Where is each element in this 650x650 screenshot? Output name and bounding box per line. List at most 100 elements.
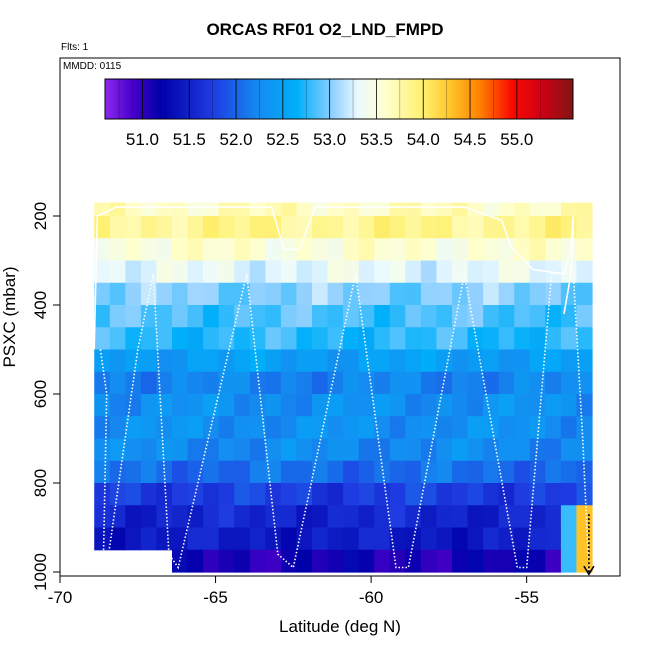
heatmap-cell bbox=[576, 260, 593, 284]
heatmap-cell bbox=[265, 416, 282, 440]
heatmap-cell bbox=[420, 483, 438, 506]
heatmap-cell bbox=[203, 527, 220, 551]
heatmap-cell bbox=[358, 305, 375, 328]
heatmap-cell bbox=[436, 527, 453, 551]
heatmap-cell bbox=[140, 305, 158, 328]
heatmap-cell bbox=[374, 483, 391, 506]
heatmap-cell bbox=[343, 460, 360, 484]
heatmap-cell bbox=[452, 483, 469, 506]
heatmap-cell bbox=[545, 327, 562, 351]
heatmap-cell bbox=[467, 305, 484, 328]
heatmap-cell bbox=[312, 202, 329, 217]
heatmap-cell bbox=[140, 460, 158, 484]
heatmap-cell bbox=[405, 394, 422, 417]
heatmap-cell bbox=[94, 260, 111, 284]
heatmap-cell bbox=[436, 483, 453, 506]
heatmap-cell bbox=[436, 438, 453, 462]
heatmap-cell bbox=[467, 549, 484, 573]
heatmap-cell bbox=[483, 327, 500, 351]
heatmap-cell bbox=[94, 483, 111, 506]
heatmap-cell bbox=[234, 282, 251, 306]
heatmap-cell bbox=[576, 505, 593, 529]
heatmap-cell bbox=[94, 202, 111, 217]
heatmap-cell bbox=[545, 349, 562, 373]
heatmap-cell bbox=[343, 483, 360, 506]
heatmap-cell bbox=[172, 305, 189, 328]
heatmap-cell bbox=[405, 460, 422, 484]
heatmap-cell bbox=[312, 327, 329, 351]
heatmap-cell bbox=[234, 483, 251, 506]
heatmap-cell bbox=[420, 238, 438, 262]
heatmap-cell bbox=[280, 371, 298, 395]
heatmap-cell bbox=[218, 527, 235, 551]
heatmap-cell bbox=[514, 371, 531, 395]
heatmap-cell bbox=[203, 394, 220, 417]
heatmap-cell bbox=[140, 282, 158, 306]
heatmap-cell bbox=[374, 505, 391, 529]
heatmap-cell bbox=[172, 394, 189, 417]
heatmap-cell bbox=[374, 349, 391, 373]
heatmap-cell bbox=[125, 460, 142, 484]
heatmap-cell bbox=[203, 305, 220, 328]
heatmap-cell bbox=[374, 460, 391, 484]
heatmap-cell bbox=[265, 260, 282, 284]
heatmap-cell bbox=[280, 394, 298, 417]
heatmap-cell bbox=[172, 202, 189, 217]
heatmap-cell bbox=[358, 416, 375, 440]
heatmap-cell bbox=[140, 505, 158, 529]
heatmap-cell bbox=[498, 349, 515, 373]
heatmap-cell bbox=[312, 549, 329, 573]
heatmap-cell bbox=[312, 505, 329, 529]
heatmap-cell bbox=[187, 483, 204, 506]
heatmap-cell bbox=[374, 238, 391, 262]
colorbar-tick-lines bbox=[118, 79, 541, 119]
heatmap-cell bbox=[529, 216, 546, 239]
heatmap-cell bbox=[498, 527, 515, 551]
heatmap-cell bbox=[560, 260, 578, 284]
heatmap-cell bbox=[109, 202, 126, 217]
heatmap-cell bbox=[405, 327, 422, 351]
heatmap-cell bbox=[172, 483, 189, 506]
heatmap-cell bbox=[280, 349, 298, 373]
heatmap-cell bbox=[483, 527, 500, 551]
heatmap-cell bbox=[156, 483, 173, 506]
heatmap-cell bbox=[358, 460, 375, 484]
heatmap-cell bbox=[436, 394, 453, 417]
heatmap-cell bbox=[125, 371, 142, 395]
heatmap-cell bbox=[249, 460, 266, 484]
heatmap-cell bbox=[265, 527, 282, 551]
heatmap-cell bbox=[545, 305, 562, 328]
heatmap-cell bbox=[545, 549, 562, 573]
heatmap-cell bbox=[249, 238, 266, 262]
heatmap-cell bbox=[358, 349, 375, 373]
heatmap-cell bbox=[203, 460, 220, 484]
heatmap-cell bbox=[94, 416, 111, 440]
heatmap-cell bbox=[327, 438, 344, 462]
heatmap-cell bbox=[172, 438, 189, 462]
heatmap-cell bbox=[514, 460, 531, 484]
heatmap-cell bbox=[374, 438, 391, 462]
heatmap-cell bbox=[389, 549, 406, 573]
heatmap-cell bbox=[296, 505, 313, 529]
heatmap-cell bbox=[389, 460, 406, 484]
heatmap-cell bbox=[109, 238, 126, 262]
heatmap-cell bbox=[498, 549, 515, 573]
heatmap-cell bbox=[296, 549, 313, 573]
heatmap-cell bbox=[389, 202, 406, 217]
heatmap-cell bbox=[249, 527, 266, 551]
heatmap-cell bbox=[296, 327, 313, 351]
heatmap-cell bbox=[203, 238, 220, 262]
heatmap-cell bbox=[389, 349, 406, 373]
heatmap-cell bbox=[187, 216, 204, 239]
heatmap-cell bbox=[203, 549, 220, 573]
heatmap-cell bbox=[234, 216, 251, 239]
heatmap-cell bbox=[483, 416, 500, 440]
heatmap-cell bbox=[280, 438, 298, 462]
heatmap-cell bbox=[529, 549, 546, 573]
heatmap-cell bbox=[498, 483, 515, 506]
heatmap-cell bbox=[172, 282, 189, 306]
colorbar-tick-label: 53.0 bbox=[313, 130, 346, 149]
heatmap-cell bbox=[265, 349, 282, 373]
y-tick-label: 200 bbox=[31, 202, 50, 230]
heatmap-cell bbox=[125, 327, 142, 351]
